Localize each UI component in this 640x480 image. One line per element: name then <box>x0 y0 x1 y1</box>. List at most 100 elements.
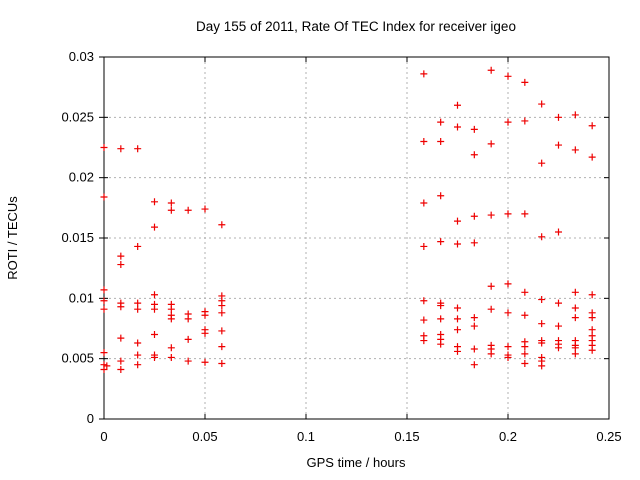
data-point-marker <box>134 361 142 369</box>
data-point-marker <box>454 326 461 334</box>
data-point-marker <box>437 340 445 348</box>
data-point-marker <box>420 297 428 305</box>
data-point-marker <box>201 311 209 319</box>
data-point-marker <box>504 72 512 80</box>
data-point-marker <box>470 314 478 322</box>
gridlines <box>104 57 609 419</box>
data-point-marker <box>521 343 529 351</box>
data-point-marker <box>504 309 512 317</box>
data-point-marker <box>134 242 142 250</box>
data-point-marker <box>487 350 495 358</box>
x-tick-label: 0 <box>100 429 107 444</box>
data-point-marker <box>167 206 175 214</box>
y-tick-label: 0.02 <box>69 170 94 185</box>
data-point-marker <box>588 153 596 161</box>
data-point-marker <box>521 288 529 296</box>
data-point-marker <box>470 212 478 220</box>
data-point-marker <box>487 140 495 148</box>
data-point-marker <box>588 291 596 299</box>
data-point-marker <box>521 78 529 86</box>
data-point-marker <box>487 282 495 290</box>
data-point-marker <box>538 320 546 328</box>
data-point-marker <box>420 242 428 250</box>
data-point-marker <box>218 343 226 351</box>
data-point-marker <box>103 362 111 370</box>
data-point-marker <box>538 159 546 167</box>
data-point-marker <box>555 322 562 330</box>
data-point-marker <box>151 331 158 339</box>
data-point-marker <box>454 217 461 225</box>
data-point-marker <box>100 305 108 313</box>
data-point-marker <box>218 359 226 367</box>
tick-labels: 0 0.05 0.1 0.15 0.2 0.25 0 0.005 0.01 0.015 0.02 0.… <box>61 49 621 444</box>
data-point-marker <box>100 297 108 305</box>
y-tick-label: 0.03 <box>69 49 94 64</box>
data-point-marker <box>571 314 579 322</box>
data-point-marker <box>117 303 125 311</box>
data-point-marker <box>151 305 158 313</box>
data-point-marker <box>437 137 445 145</box>
data-point-marker <box>555 344 562 352</box>
data-point-marker <box>538 233 546 241</box>
data-point-marker <box>184 357 192 365</box>
data-point-marker <box>420 137 428 145</box>
data-point-marker <box>588 326 596 334</box>
data-point-marker <box>571 350 579 358</box>
data-point-marker <box>555 299 562 307</box>
data-point-marker <box>167 199 175 207</box>
data-point-marker <box>134 339 142 347</box>
data-point-marker <box>521 117 529 125</box>
data-point-marker <box>454 315 461 323</box>
data-point-marker <box>437 315 445 323</box>
data-point-marker <box>504 353 512 361</box>
data-point-marker <box>538 339 546 347</box>
data-point-marker <box>588 346 596 354</box>
data-point-marker <box>134 351 142 359</box>
data-point-marker <box>100 286 108 294</box>
data-point-marker <box>470 125 478 133</box>
data-point-marker <box>420 199 428 207</box>
data-point-marker <box>117 261 125 269</box>
data-point-marker <box>470 239 478 247</box>
data-point-marker <box>454 123 461 131</box>
data-point-marker <box>201 358 209 366</box>
x-tick-label: 0.2 <box>499 429 517 444</box>
data-point-marker <box>117 366 125 374</box>
x-tick-label: 0.1 <box>297 429 315 444</box>
data-point-marker <box>100 144 108 151</box>
data-point-marker <box>521 350 529 358</box>
data-point-marker <box>538 100 546 108</box>
data-point-marker <box>117 252 125 260</box>
y-tick-label: 0.005 <box>61 351 94 366</box>
y-tick-label: 0.015 <box>61 230 94 245</box>
data-point-marker <box>184 206 192 214</box>
data-point-marker <box>521 210 529 218</box>
data-point-marker <box>218 327 226 335</box>
data-point-marker <box>470 151 478 159</box>
data-point-marker <box>538 296 546 304</box>
data-point-marker <box>151 223 158 231</box>
data-point-marker <box>571 344 579 352</box>
y-axis-label: ROTI / TECUs <box>5 196 20 280</box>
data-point-marker <box>218 309 226 317</box>
data-point-marker <box>117 145 125 153</box>
data-point-marker <box>167 305 175 313</box>
data-point-marker <box>134 145 142 153</box>
data-point-marker <box>588 122 596 130</box>
data-point-marker <box>571 304 579 312</box>
data-point-marker <box>151 198 158 206</box>
data-point-marker <box>555 113 562 121</box>
data-point-marker <box>504 280 512 288</box>
data-point-marker <box>437 302 445 310</box>
data-point-marker <box>437 192 445 200</box>
plot-border <box>103 56 610 420</box>
x-tick-label: 0.25 <box>596 429 621 444</box>
data-point-marker <box>218 302 226 310</box>
data-point-marker <box>504 210 512 218</box>
data-point-marker <box>151 353 158 361</box>
data-point-marker <box>487 66 495 74</box>
data-point-marker <box>201 329 209 337</box>
data-point-marker <box>420 337 428 345</box>
x-axis-label: GPS time / hours <box>307 455 406 470</box>
